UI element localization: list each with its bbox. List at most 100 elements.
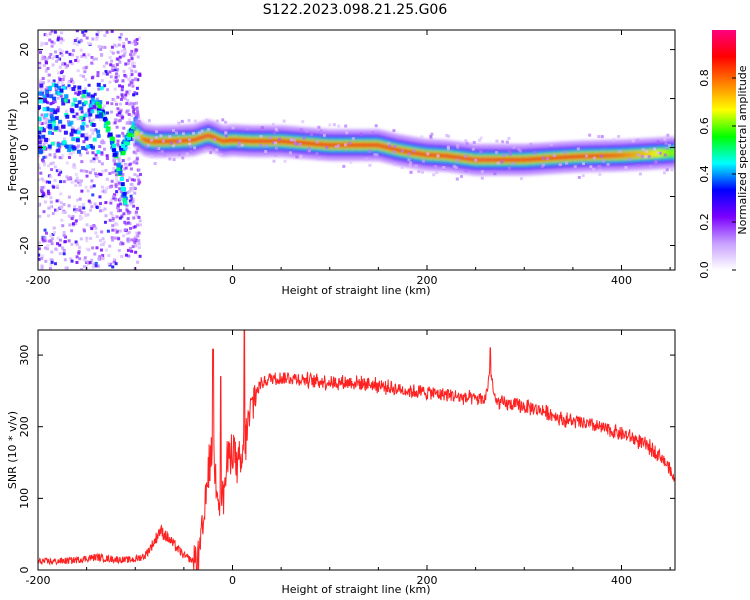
heatmap-speckle <box>129 75 133 79</box>
heatmap-speckle <box>47 214 51 218</box>
heatmap-speckle <box>132 186 136 190</box>
heatmap-speckle <box>81 104 85 108</box>
heatmap-speckle <box>90 168 94 172</box>
heatmap-blob <box>56 143 61 148</box>
heatmap-streak <box>102 117 107 122</box>
heatmap-speckle <box>70 62 74 66</box>
heatmap-speckle <box>130 182 134 186</box>
heatmap-blob <box>61 124 66 129</box>
heatmap-speckle <box>74 222 78 226</box>
heatmap-speckle <box>59 201 63 205</box>
heatmap-speckle <box>118 60 122 64</box>
heatmap-speckle <box>52 93 56 97</box>
heatmap-speckle <box>99 248 103 252</box>
heatmap-streak <box>127 133 132 138</box>
heatmap-speckle <box>74 219 78 223</box>
heatmap-speckle <box>58 156 62 160</box>
heatmap-speckle <box>99 173 103 177</box>
heatmap-blob <box>42 145 47 150</box>
heatmap-speckle <box>38 253 41 257</box>
heatmap-blob <box>74 103 79 108</box>
heatmap-speckle <box>88 261 92 265</box>
heatmap-speckle <box>38 166 41 170</box>
heatmap-speckle <box>110 45 114 49</box>
heatmap-speckle <box>123 96 127 100</box>
heatmap-speckle <box>96 264 100 268</box>
heatmap-speckle <box>121 131 125 135</box>
heatmap-speckle <box>75 208 79 212</box>
heatmap-speckle <box>125 204 129 208</box>
heatmap-speckle <box>65 175 69 179</box>
heatmap-speckle <box>119 197 123 201</box>
heatmap-speckle <box>72 41 76 45</box>
heatmap-speckle <box>138 254 142 258</box>
heatmap-speckle <box>68 223 72 227</box>
heatmap-speckle <box>114 75 118 79</box>
heatmap-speckle <box>92 160 96 164</box>
heatmap-speckle <box>85 223 89 227</box>
heatmap-speckle <box>117 183 121 187</box>
heatmap-blob <box>38 99 43 104</box>
heatmap-speckle <box>134 101 138 105</box>
heatmap-speckle <box>38 143 42 147</box>
heatmap-speckle <box>98 195 102 199</box>
heatmap-speckle <box>60 62 64 66</box>
heatmap-streak <box>122 191 127 196</box>
heatmap-speckle <box>58 252 62 256</box>
heatmap-speckle <box>128 203 132 207</box>
heatmap-speckle <box>130 81 134 85</box>
heatmap-speckle <box>38 50 42 54</box>
heatmap-speckle <box>133 50 137 54</box>
heatmap-speckle <box>133 91 137 95</box>
heatmap-speckle <box>55 184 59 188</box>
heatmap-speckle <box>44 231 48 235</box>
heatmap-speckle <box>105 154 109 158</box>
heatmap-speckle <box>128 222 132 226</box>
heatmap-speckle <box>136 174 140 178</box>
heatmap-blob <box>49 114 54 119</box>
heatmap-speckle <box>42 64 46 68</box>
heatmap-streak <box>120 144 125 149</box>
heatmap-speckle <box>61 154 65 158</box>
heatmap-speckle <box>103 34 107 38</box>
heatmap-speckle <box>98 145 102 149</box>
heatmap-speckle <box>111 261 115 265</box>
heatmap-blob <box>42 94 47 99</box>
heatmap-speckle <box>133 191 137 195</box>
heatmap-speckle <box>56 123 60 127</box>
heatmap-speckle <box>57 168 61 172</box>
heatmap-speckle <box>125 102 129 106</box>
heatmap-speckle <box>119 190 123 194</box>
heatmap-speckle <box>50 30 54 33</box>
heatmap-speckle <box>121 79 125 83</box>
heatmap-speckle <box>53 262 57 266</box>
heatmap-speckle <box>44 194 48 198</box>
heatmap-speckle <box>111 224 115 228</box>
heatmap-speckle <box>86 41 90 45</box>
heatmap-speckle <box>69 104 73 108</box>
heatmap-speckle <box>92 157 96 161</box>
heatmap-speckle <box>118 242 122 246</box>
heatmap-blob <box>70 147 75 152</box>
heatmap-speckle <box>132 93 136 97</box>
heatmap-speckle <box>48 266 52 270</box>
heatmap-streak <box>116 167 121 172</box>
heatmap-speckle <box>118 229 122 233</box>
heatmap-speckle <box>111 228 115 232</box>
heatmap-speckle <box>93 92 97 96</box>
heatmap-speckle <box>122 44 126 48</box>
heatmap-speckle <box>121 159 125 163</box>
heatmap-speckle <box>135 107 139 111</box>
heatmap-speckle <box>71 81 75 85</box>
heatmap-speckle <box>55 208 59 212</box>
heatmap-blob <box>81 145 86 150</box>
heatmap-speckle <box>113 236 117 240</box>
heatmap-speckle <box>90 128 94 132</box>
heatmap-speckle <box>90 227 94 231</box>
heatmap-speckle <box>135 48 139 52</box>
heatmap-speckle <box>47 206 51 210</box>
heatmap-speckle <box>109 75 113 79</box>
heatmap-speckle <box>90 258 94 262</box>
heatmap-speckle <box>41 186 45 190</box>
heatmap-speckle <box>89 159 93 163</box>
